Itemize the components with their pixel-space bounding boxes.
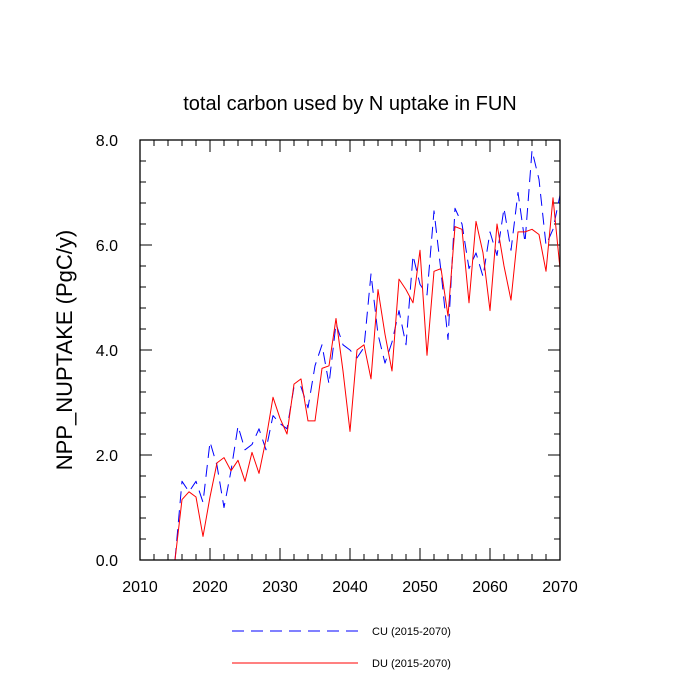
x-tick-label: 2020: [192, 579, 228, 596]
y-tick-label: 0.0: [96, 553, 118, 570]
x-tick-label: 2040: [332, 579, 368, 596]
y-axis-label: NPP_NUPTAKE (PgC/y): [52, 230, 77, 470]
series-line-cu: [174, 150, 561, 561]
series-lines: [174, 150, 561, 561]
x-tick-label: 2070: [542, 579, 578, 596]
y-tick-label: 4.0: [96, 343, 118, 360]
x-tick-label: 2060: [472, 579, 508, 596]
y-tick-label: 8.0: [96, 133, 118, 150]
chart-title: total carbon used by N uptake in FUN: [183, 93, 517, 115]
x-tick-label: 2030: [262, 579, 298, 596]
x-tick-label: 2050: [402, 579, 438, 596]
y-tick-label: 2.0: [96, 448, 118, 465]
y-tick-label: 6.0: [96, 238, 118, 255]
legend: CU (2015-2070) DU (2015-2070): [232, 626, 451, 670]
series-line-du: [174, 197, 561, 561]
legend-label-du: DU (2015-2070): [372, 658, 451, 670]
plot-frame: [139, 139, 561, 561]
legend-label-cu: CU (2015-2070): [372, 626, 451, 638]
axis-tick-labels: 2010 2020 2030 2040 2050 2060 2070 0.0 2.0 4.0 6.0…: [96, 133, 578, 596]
x-tick-label: 2010: [122, 579, 158, 596]
